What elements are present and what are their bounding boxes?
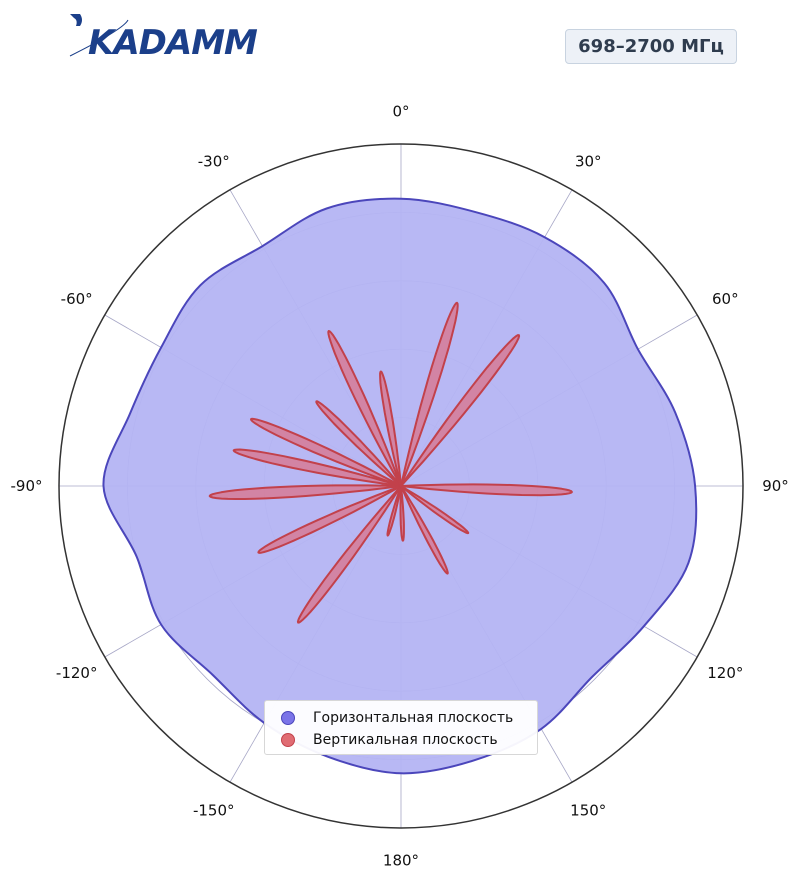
- angular-tick-label: -60°: [61, 290, 93, 308]
- angular-tick-label: -90°: [11, 477, 43, 495]
- chart-legend: Горизонтальная плоскость Вертикальная пл…: [264, 700, 538, 755]
- vertical-lobe-7: [296, 485, 402, 624]
- legend-label-vertical: Вертикальная плоскость: [313, 732, 498, 748]
- polar-outer-ring: [58, 143, 744, 829]
- legend-swatch-horizontal: [281, 711, 295, 725]
- angular-tick-label: 90°: [762, 477, 789, 495]
- vertical-lobe-0: [400, 301, 459, 487]
- vertical-lobe-8: [257, 485, 402, 554]
- legend-swatch-vertical: [281, 733, 295, 747]
- vertical-lobe-10: [232, 448, 402, 487]
- angular-tick-label: 120°: [707, 664, 743, 682]
- vertical-lobe-3: [400, 485, 470, 535]
- vertical-lobe-4: [400, 485, 449, 575]
- frequency-badge: 698–2700 МГц: [565, 29, 737, 64]
- vertical-series: [208, 301, 573, 624]
- vertical-lobe-12: [315, 400, 402, 487]
- vertical-lobe-14: [379, 370, 402, 487]
- vertical-lobe-2: [400, 483, 573, 497]
- vertical-lobe-11: [250, 417, 402, 487]
- angular-tick-label: 150°: [570, 801, 606, 819]
- vertical-lobe-13: [327, 330, 402, 487]
- legend-item-vertical: Вертикальная плоскость: [281, 729, 537, 751]
- angular-tick-label: -150°: [193, 801, 235, 819]
- vertical-lobe-5: [399, 485, 405, 542]
- legend-item-horizontal: Горизонтальная плоскость: [281, 707, 537, 729]
- angular-tick-label: 0°: [392, 103, 409, 121]
- vertical-lobe-9: [208, 484, 402, 500]
- vertical-lobe-6: [386, 485, 402, 537]
- angular-tick-label: -120°: [56, 664, 98, 682]
- angular-tick-label: 180°: [383, 851, 419, 869]
- angular-tick-labels: 0° 30° 60° 90° 120° 150° 180° -150° -120° -90° -60…: [11, 103, 789, 870]
- kadamm-logo: KADAMM: [69, 14, 259, 62]
- angular-tick-label: 30°: [575, 153, 602, 171]
- angular-tick-label: -30°: [198, 153, 230, 171]
- legend-label-horizontal: Горизонтальная плоскость: [313, 710, 514, 726]
- angular-tick-label: 60°: [712, 290, 739, 308]
- vertical-lobe-1: [400, 334, 521, 487]
- logo-text: KADAMM: [88, 23, 258, 62]
